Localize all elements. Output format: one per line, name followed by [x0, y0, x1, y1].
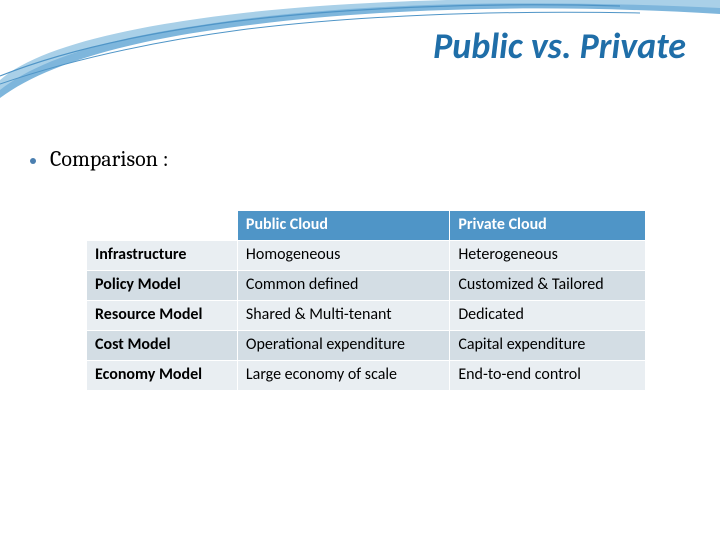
table-body: Infrastructure Homogeneous Heterogeneous…: [87, 241, 646, 391]
table-header-row: Public Cloud Private Cloud: [87, 211, 646, 241]
table-header-corner: [87, 211, 238, 241]
table-row: Cost Model Operational expenditure Capit…: [87, 331, 646, 361]
cell: Heterogeneous: [450, 241, 646, 271]
bullet-text: Comparison :: [50, 146, 169, 172]
row-label: Policy Model: [87, 271, 238, 301]
cell: Capital expenditure: [450, 331, 646, 361]
cell: End-to-end control: [450, 361, 646, 391]
comparison-table: Public Cloud Private Cloud Infrastructur…: [86, 210, 646, 391]
table-header-public: Public Cloud: [237, 211, 449, 241]
row-label: Economy Model: [87, 361, 238, 391]
table-header-private: Private Cloud: [450, 211, 646, 241]
page-title: Public vs. Private: [433, 24, 686, 68]
bullet-dot-icon: [30, 158, 36, 164]
cell: Large economy of scale: [237, 361, 449, 391]
cell: Dedicated: [450, 301, 646, 331]
row-label: Infrastructure: [87, 241, 238, 271]
cell: Common defined: [237, 271, 449, 301]
cell: Customized & Tailored: [450, 271, 646, 301]
table-row: Policy Model Common defined Customized &…: [87, 271, 646, 301]
cell: Shared & Multi-tenant: [237, 301, 449, 331]
table-row: Economy Model Large economy of scale End…: [87, 361, 646, 391]
table-row: Resource Model Shared & Multi-tenant Ded…: [87, 301, 646, 331]
cell: Homogeneous: [237, 241, 449, 271]
cell: Operational expenditure: [237, 331, 449, 361]
row-label: Resource Model: [87, 301, 238, 331]
table-row: Infrastructure Homogeneous Heterogeneous: [87, 241, 646, 271]
table: Public Cloud Private Cloud Infrastructur…: [86, 210, 646, 391]
row-label: Cost Model: [87, 331, 238, 361]
bullet-item: Comparison :: [30, 146, 169, 172]
